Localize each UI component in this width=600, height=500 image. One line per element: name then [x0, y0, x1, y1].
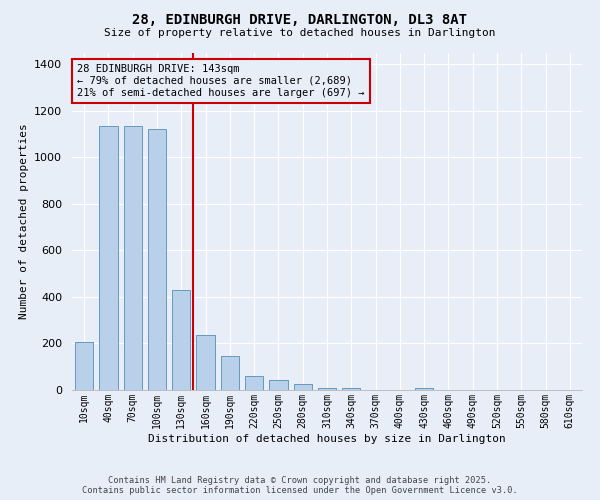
Bar [245, 376, 263, 390]
Bar [293, 384, 312, 390]
Text: 28, EDINBURGH DRIVE, DARLINGTON, DL3 8AT: 28, EDINBURGH DRIVE, DARLINGTON, DL3 8AT [133, 12, 467, 26]
Bar [342, 388, 361, 390]
Bar [415, 388, 433, 390]
Text: Size of property relative to detached houses in Darlington: Size of property relative to detached ho… [104, 28, 496, 38]
Bar [221, 356, 239, 390]
Bar [269, 380, 287, 390]
Bar [172, 290, 190, 390]
Bar [318, 388, 336, 390]
Text: 28 EDINBURGH DRIVE: 143sqm
← 79% of detached houses are smaller (2,689)
21% of s: 28 EDINBURGH DRIVE: 143sqm ← 79% of deta… [77, 64, 365, 98]
Text: Contains HM Land Registry data © Crown copyright and database right 2025.
Contai: Contains HM Land Registry data © Crown c… [82, 476, 518, 495]
Bar [100, 126, 118, 390]
X-axis label: Distribution of detached houses by size in Darlington: Distribution of detached houses by size … [148, 434, 506, 444]
Bar [148, 130, 166, 390]
Y-axis label: Number of detached properties: Number of detached properties [19, 124, 29, 319]
Bar [196, 335, 215, 390]
Bar [124, 126, 142, 390]
Bar [75, 342, 93, 390]
